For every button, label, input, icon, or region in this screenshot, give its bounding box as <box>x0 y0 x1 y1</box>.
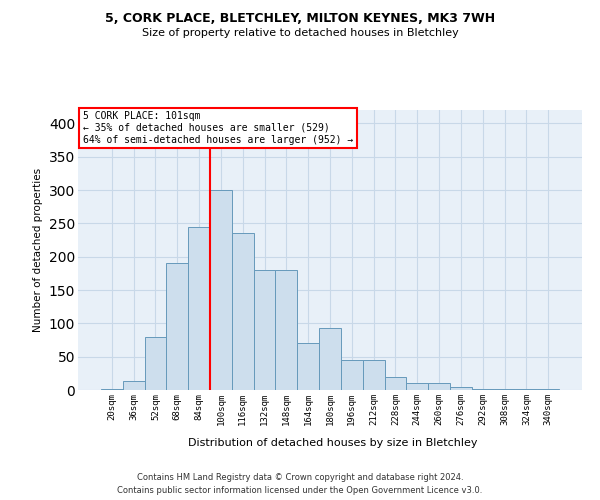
Bar <box>123 382 145 390</box>
Bar <box>363 360 385 390</box>
Text: Distribution of detached houses by size in Bletchley: Distribution of detached houses by size … <box>188 438 478 448</box>
Bar <box>385 376 406 390</box>
Bar <box>210 190 232 390</box>
Bar <box>254 270 275 390</box>
Bar <box>319 328 341 390</box>
Bar <box>275 270 297 390</box>
Bar <box>188 226 210 390</box>
Bar <box>101 388 123 390</box>
Bar <box>406 384 428 390</box>
Bar <box>450 386 472 390</box>
Bar <box>232 234 254 390</box>
Y-axis label: Number of detached properties: Number of detached properties <box>33 168 43 332</box>
Text: Contains public sector information licensed under the Open Government Licence v3: Contains public sector information licen… <box>118 486 482 495</box>
Bar <box>145 336 166 390</box>
Bar <box>166 264 188 390</box>
Bar <box>472 388 494 390</box>
Text: 5, CORK PLACE, BLETCHLEY, MILTON KEYNES, MK3 7WH: 5, CORK PLACE, BLETCHLEY, MILTON KEYNES,… <box>105 12 495 26</box>
Bar <box>341 360 363 390</box>
Text: Size of property relative to detached houses in Bletchley: Size of property relative to detached ho… <box>142 28 458 38</box>
Text: 5 CORK PLACE: 101sqm
← 35% of detached houses are smaller (529)
64% of semi-deta: 5 CORK PLACE: 101sqm ← 35% of detached h… <box>83 112 353 144</box>
Bar <box>297 344 319 390</box>
Text: Contains HM Land Registry data © Crown copyright and database right 2024.: Contains HM Land Registry data © Crown c… <box>137 474 463 482</box>
Bar <box>428 384 450 390</box>
